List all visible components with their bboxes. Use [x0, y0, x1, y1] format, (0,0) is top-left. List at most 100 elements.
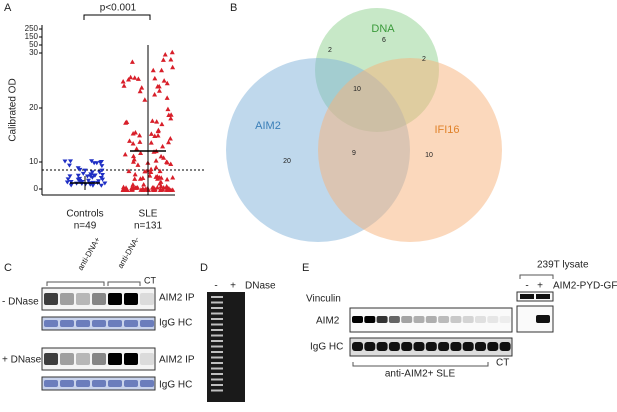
- point: [142, 168, 148, 174]
- band: [60, 320, 74, 327]
- y-tick-label: 250: [25, 24, 39, 33]
- point: [139, 85, 145, 90]
- point: [127, 138, 133, 143]
- point: [97, 170, 103, 175]
- point: [124, 119, 130, 124]
- point: [141, 182, 147, 187]
- point: [160, 57, 166, 62]
- point: [148, 166, 154, 172]
- band: [211, 318, 223, 320]
- band: [364, 342, 376, 351]
- point: [154, 173, 160, 179]
- significance: p<0.001: [100, 3, 137, 14]
- band: [60, 353, 74, 365]
- treatment-label: DNase: [245, 281, 276, 292]
- band: [44, 380, 58, 387]
- band: [76, 353, 90, 365]
- count: 9: [352, 150, 356, 157]
- band: [211, 367, 223, 370]
- point: [156, 88, 162, 93]
- point: [99, 164, 105, 169]
- point: [166, 139, 172, 145]
- condition-label: - DNase: [2, 297, 39, 308]
- band: [499, 342, 511, 351]
- point: [120, 187, 126, 192]
- construct-label: AIM2-PYD-GFP: [553, 281, 617, 292]
- band: [124, 320, 138, 327]
- band: [487, 342, 499, 351]
- point: [161, 78, 167, 83]
- point: [170, 174, 176, 180]
- band: [425, 342, 437, 351]
- bracket: [83, 14, 151, 20]
- point: [137, 139, 143, 144]
- lane-label: +: [230, 281, 236, 292]
- panel-letter: C: [4, 262, 12, 274]
- point: [130, 140, 136, 146]
- point: [159, 67, 165, 73]
- point: [154, 119, 160, 124]
- band: [211, 307, 223, 309]
- bracket: [46, 281, 141, 286]
- point: [80, 171, 86, 176]
- row-label: IgG HC: [159, 318, 192, 329]
- point: [129, 187, 135, 192]
- band: [211, 378, 223, 381]
- band: [124, 293, 138, 305]
- point: [64, 180, 70, 185]
- point: [164, 80, 170, 86]
- y-tick-label: 50: [29, 40, 38, 49]
- point: [85, 178, 91, 183]
- band: [438, 316, 450, 323]
- point: [159, 121, 165, 127]
- point: [155, 83, 161, 89]
- band: [376, 316, 388, 323]
- group-label: SLE: [139, 209, 158, 220]
- band: [211, 323, 223, 326]
- point: [155, 128, 161, 134]
- point: [134, 146, 140, 151]
- point: [120, 78, 126, 84]
- point: [148, 169, 154, 175]
- point: [94, 161, 100, 166]
- row-label: AIM2 IP: [159, 293, 195, 304]
- point: [62, 159, 68, 164]
- count: 2: [328, 47, 332, 54]
- count: 10: [353, 86, 361, 93]
- point: [131, 156, 137, 162]
- count: 6: [382, 37, 386, 44]
- point: [152, 133, 158, 139]
- point: [77, 167, 83, 172]
- band: [211, 351, 223, 353]
- point: [155, 132, 161, 138]
- row-label: IgG HC: [310, 342, 343, 353]
- point: [150, 187, 156, 192]
- band: [211, 334, 223, 337]
- point: [161, 184, 167, 190]
- set-label: DNA: [371, 23, 395, 35]
- y-tick-label: 0: [34, 184, 39, 193]
- point: [68, 179, 74, 184]
- point: [82, 168, 88, 173]
- point: [100, 177, 106, 182]
- point: [154, 184, 160, 190]
- venn-ifi16: [318, 58, 502, 242]
- band: [388, 342, 400, 351]
- point: [164, 183, 170, 189]
- point: [158, 179, 164, 184]
- row-label: AIM2: [316, 316, 340, 327]
- point: [148, 131, 154, 136]
- point: [66, 163, 72, 168]
- point: [89, 159, 95, 164]
- point: [122, 151, 128, 157]
- band: [401, 316, 413, 323]
- group-label: CT: [144, 275, 156, 285]
- band: [352, 316, 363, 323]
- point: [155, 176, 161, 181]
- point: [165, 106, 171, 112]
- band: [92, 380, 106, 387]
- point: [168, 57, 174, 62]
- row-label: AIM2 IP: [159, 355, 195, 366]
- point: [152, 92, 158, 97]
